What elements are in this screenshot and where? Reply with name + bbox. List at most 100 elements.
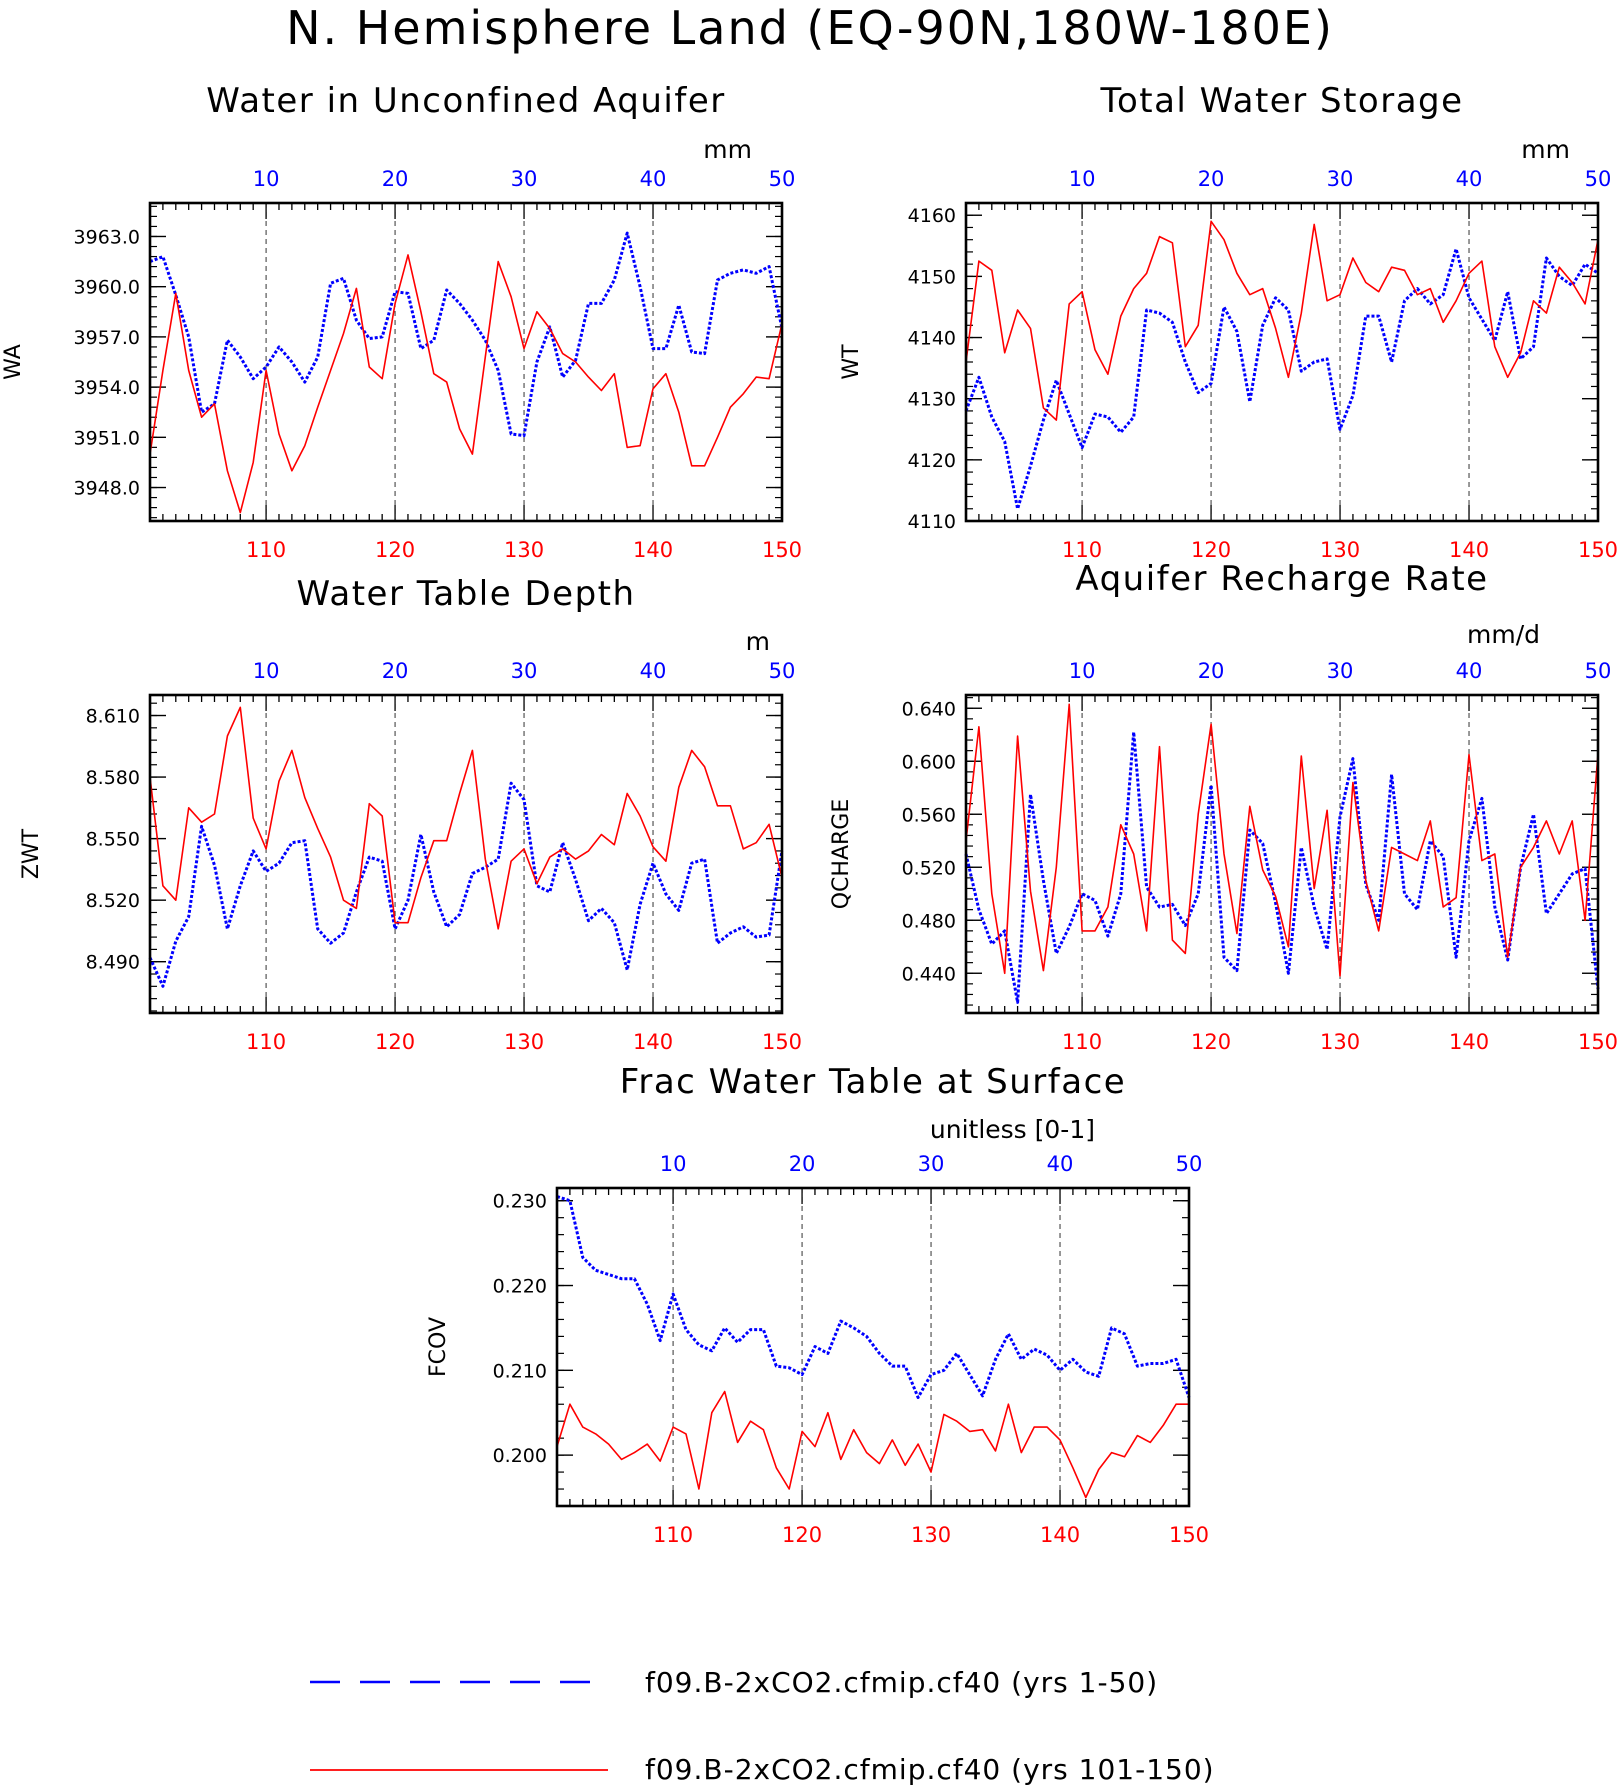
series-line-yrs-1-50 [556,1195,1191,1399]
chart-panel-5: Frac Water Table at Surface unitless [0-1… [426,1062,1209,1547]
y-tick-label: 3951.0 [74,427,140,449]
x-tick-label-bottom: 130 [911,1523,951,1547]
x-tick-label-top: 10 [660,1152,687,1176]
plot-frame [555,1186,1191,1508]
legend-label-yrs-1-50: f09.B-2xCO2.cfmip.cf40 (yrs 1-50) [645,1666,1158,1699]
x-tick-label-bottom: 140 [633,538,673,562]
y-axis-label: FCOV [426,1317,451,1377]
series-line-yrs-101-150 [965,703,1599,977]
x-tick-label-bottom: 140 [1449,538,1489,562]
y-axis-label: QCHARGE [829,799,854,910]
x-tick-label-top: 40 [640,167,667,191]
y-tick-label: 8.580 [86,767,140,789]
plot-frame [148,201,784,523]
plot-frame [964,693,1600,1015]
legend: f09.B-2xCO2.cfmip.cf40 (yrs 1-50) f09.B-… [310,1666,1215,1786]
units-label: mm [1521,135,1570,164]
units-label: unitless [0-1] [930,1115,1095,1144]
y-tick-label: 3954.0 [74,377,140,399]
x-tick-label-top: 50 [1176,1152,1203,1176]
y-tick-label: 4140 [908,328,956,350]
panel-title: Total Water Storage [1099,81,1463,121]
units-label: m [746,627,770,656]
series-line-yrs-101-150 [149,254,783,514]
x-tick-label-top: 20 [1198,167,1225,191]
y-tick-label: 0.220 [493,1276,547,1298]
chart-panel-2: Total Water Storage mm WT 4110 4120 4130 4140 4… [839,81,1618,562]
x-tick-label-bottom: 110 [1062,538,1102,562]
x-tick-label-top: 50 [1585,167,1612,191]
figure-title: N. Hemisphere Land (EQ-90N,180W-180E) [286,1,1334,55]
series-line-yrs-101-150 [149,706,783,930]
x-tick-label-top: 20 [382,659,409,683]
x-tick-label-top: 10 [1069,167,1096,191]
y-tick-label: 8.490 [86,952,140,974]
y-tick-label: 0.440 [902,963,956,985]
y-axis-label: WT [839,344,864,380]
x-tick-label-bottom: 150 [762,1030,802,1054]
y-axis-label: WA [1,344,26,380]
series-line-yrs-101-150 [556,1390,1189,1499]
x-tick-label-top: 30 [1327,167,1354,191]
y-tick-label: 8.520 [86,890,140,912]
x-tick-label-top: 30 [1327,659,1354,683]
x-tick-label-bottom: 120 [1191,538,1231,562]
y-tick-label: 4110 [908,511,956,533]
x-tick-label-bottom: 150 [1578,1030,1618,1054]
units-label: mm [703,135,752,164]
y-tick-label: 4120 [908,450,956,472]
x-tick-label-top: 40 [1456,167,1483,191]
y-tick-label: 0.600 [902,751,956,773]
y-tick-label: 3948.0 [74,478,140,500]
x-tick-label-bottom: 120 [375,1030,415,1054]
x-tick-label-bottom: 130 [504,1030,544,1054]
chart-panel-3: Water Table Depth m ZWT 8.490 8.520 8.550 8.58… [19,574,802,1054]
x-tick-label-top: 40 [640,659,667,683]
x-tick-label-bottom: 110 [653,1523,693,1547]
x-tick-label-bottom: 110 [246,538,286,562]
x-tick-label-bottom: 130 [1320,1030,1360,1054]
x-tick-label-bottom: 150 [1578,538,1618,562]
x-tick-label-top: 30 [918,1152,945,1176]
y-axis-label: ZWT [19,828,44,879]
x-tick-label-bottom: 140 [1449,1030,1489,1054]
panels: Water in Unconfined Aquifer mm WA 3948.0 395… [1,81,1618,1547]
x-tick-label-bottom: 150 [762,538,802,562]
x-tick-label-top: 50 [769,659,796,683]
x-tick-label-bottom: 110 [246,1030,286,1054]
y-tick-label: 0.230 [493,1191,547,1213]
series-line-yrs-1-50 [149,231,784,438]
y-tick-label: 8.550 [86,829,140,851]
y-tick-label: 0.200 [493,1445,547,1467]
y-tick-label: 3963.0 [74,226,140,248]
y-tick-label: 8.610 [86,706,140,728]
x-tick-label-top: 10 [253,167,280,191]
y-tick-label: 3957.0 [74,327,140,349]
y-tick-label: 4130 [908,389,956,411]
legend-label-yrs-101-150: f09.B-2xCO2.cfmip.cf40 (yrs 101-150) [645,1753,1215,1786]
x-tick-label-bottom: 110 [1062,1030,1102,1054]
x-tick-label-top: 40 [1456,659,1483,683]
panel-title: Aquifer Recharge Rate [1075,559,1488,599]
x-tick-label-bottom: 120 [1191,1030,1231,1054]
series-line-yrs-1-50 [964,730,1600,1004]
x-tick-label-bottom: 150 [1169,1523,1209,1547]
panel-title: Frac Water Table at Surface [620,1062,1126,1102]
x-tick-label-bottom: 140 [633,1030,673,1054]
x-tick-label-bottom: 120 [782,1523,822,1547]
x-tick-label-top: 30 [511,167,538,191]
x-tick-label-bottom: 120 [375,538,415,562]
plot-frame [148,693,784,1015]
x-tick-label-top: 50 [769,167,796,191]
x-tick-label-top: 10 [1069,659,1096,683]
y-tick-label: 0.210 [493,1360,547,1382]
y-tick-label: 0.480 [902,910,956,932]
x-tick-label-top: 20 [1198,659,1225,683]
chart-panel-4: Aquifer Recharge Rate mm/d QCHARGE 0.440 0.4… [829,559,1618,1054]
chart-panel-1: Water in Unconfined Aquifer mm WA 3948.0 395… [1,81,802,562]
x-tick-label-top: 50 [1585,659,1612,683]
series-line-yrs-101-150 [965,220,1599,421]
y-tick-label: 4150 [908,266,956,288]
y-tick-label: 3960.0 [74,277,140,299]
